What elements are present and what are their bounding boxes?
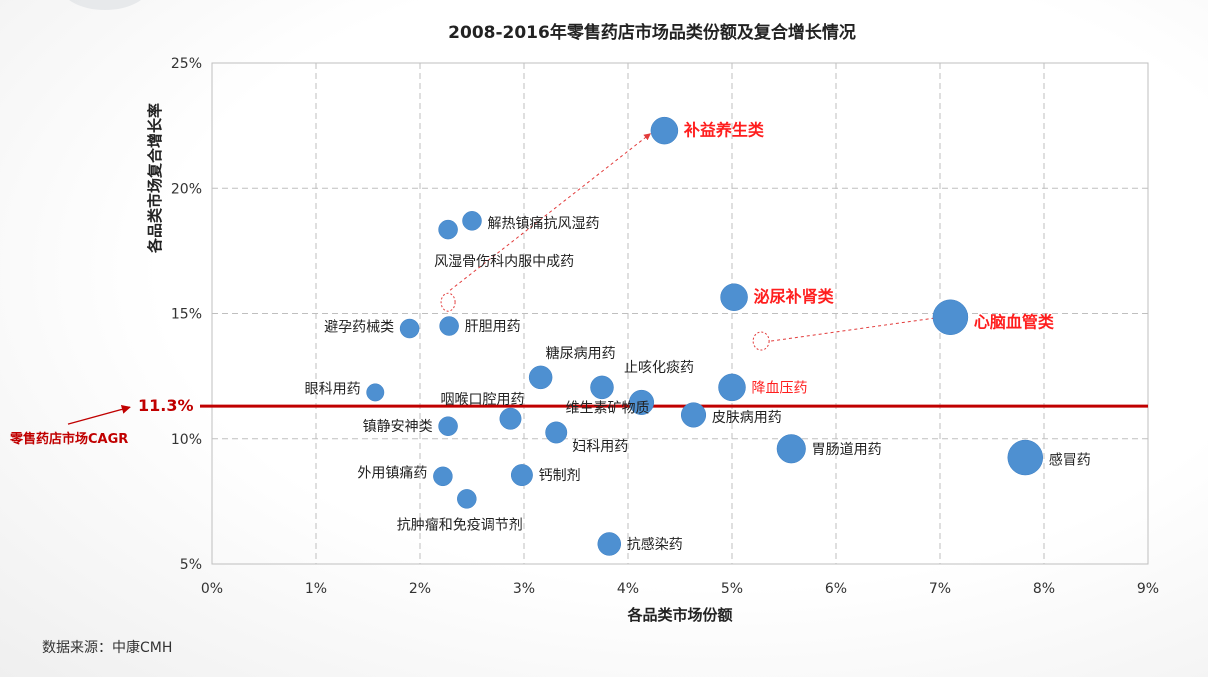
data-label: 咽喉口腔用药 bbox=[440, 392, 524, 408]
x-tick-label: 4% bbox=[617, 581, 639, 597]
data-label: 皮肤病用药 bbox=[712, 410, 782, 426]
data-label: 风湿骨伤科内服中成药 bbox=[434, 254, 574, 270]
data-point bbox=[457, 489, 477, 509]
y-tick-label: 20% bbox=[171, 181, 202, 197]
data-point bbox=[628, 389, 655, 415]
data-point bbox=[438, 219, 458, 240]
data-point bbox=[650, 116, 679, 145]
dashed-circle-start bbox=[440, 292, 456, 312]
data-label: 糖尿病用药 bbox=[546, 346, 616, 362]
y-tick-label: 10% bbox=[171, 432, 202, 448]
x-tick-label: 8% bbox=[1033, 581, 1055, 597]
data-label: 钙制剂 bbox=[539, 468, 581, 484]
data-point bbox=[680, 402, 707, 428]
y-tick-label: 5% bbox=[180, 557, 202, 573]
data-label: 补益养生类 bbox=[683, 121, 765, 140]
data-label: 抗感染药 bbox=[627, 536, 683, 553]
data-point bbox=[499, 407, 522, 430]
data-label: 维生素矿物质 bbox=[566, 400, 650, 416]
data-point bbox=[433, 466, 453, 487]
annotation-arrows bbox=[440, 133, 942, 351]
data-label: 外用镇痛药 bbox=[357, 464, 427, 481]
data-point bbox=[720, 283, 748, 311]
data-label: 眼科用药 bbox=[305, 381, 361, 397]
reference-line-group: 11.3% 零售药店市场CAGR bbox=[9, 396, 1148, 447]
data-label: 肝胆用药 bbox=[465, 319, 521, 335]
data-label: 心脑血管类 bbox=[974, 312, 1055, 331]
x-tick-label: 1% bbox=[305, 581, 327, 597]
data-point bbox=[776, 434, 806, 464]
cagr-label: 零售药店市场CAGR bbox=[9, 431, 128, 447]
x-tick-label: 2% bbox=[409, 581, 431, 597]
cagr-value-label: 11.3% bbox=[138, 396, 194, 415]
data-label: 镇静安神类 bbox=[363, 419, 433, 435]
data-label: 解热镇痛抗风湿药 bbox=[488, 215, 600, 232]
data-label: 泌尿补肾类 bbox=[754, 287, 835, 306]
data-points bbox=[366, 116, 1044, 556]
dashed-circle-start bbox=[752, 331, 770, 351]
data-label: 感冒药 bbox=[1049, 452, 1091, 469]
y-axis-label: 各品类市场复合增长率 bbox=[146, 103, 164, 254]
dashed-arrow-right bbox=[771, 314, 942, 342]
data-label: 胃肠道用药 bbox=[812, 442, 882, 458]
data-label: 妇科用药 bbox=[572, 438, 628, 455]
data-label: 抗肿瘤和免疫调节剂 bbox=[397, 516, 523, 533]
data-point bbox=[462, 211, 482, 231]
x-tick-label: 7% bbox=[929, 581, 951, 597]
data-point bbox=[438, 416, 458, 436]
data-point bbox=[399, 318, 420, 339]
data-point bbox=[932, 299, 969, 336]
data-point bbox=[718, 373, 746, 402]
x-axis-label: 各品类市场份额 bbox=[626, 606, 732, 624]
data-point bbox=[439, 316, 459, 336]
data-label: 避孕药械类 bbox=[324, 320, 394, 336]
data-source: 数据来源：中康CMH bbox=[42, 640, 173, 656]
cagr-arrow bbox=[67, 404, 131, 425]
data-point bbox=[545, 421, 568, 444]
y-tick-label: 25% bbox=[171, 56, 202, 72]
data-label: 止咳化痰药 bbox=[624, 360, 694, 376]
x-tick-label: 9% bbox=[1137, 581, 1159, 597]
data-point bbox=[366, 383, 385, 402]
x-tick-label: 5% bbox=[721, 581, 743, 597]
y-tick-label: 15% bbox=[171, 307, 202, 323]
chart-title: 2008-2016年零售药店市场品类份额及复合增长情况 bbox=[448, 22, 856, 43]
tick-labels: 0% 1% 2% 3% 4% 5% 6% 7% 8% 9% 5% 10% 15% 20% 25% bbox=[171, 56, 1159, 597]
x-tick-label: 6% bbox=[825, 581, 847, 597]
data-point bbox=[597, 532, 622, 556]
data-point bbox=[510, 464, 533, 487]
dashed-arrow-up bbox=[449, 133, 651, 291]
x-tick-label: 0% bbox=[201, 581, 223, 597]
data-point bbox=[528, 365, 553, 390]
data-point bbox=[590, 375, 614, 400]
data-label: 降血压药 bbox=[752, 380, 808, 396]
corner-decoration bbox=[60, 0, 150, 10]
x-tick-label: 3% bbox=[513, 581, 535, 597]
data-point bbox=[1007, 439, 1044, 476]
